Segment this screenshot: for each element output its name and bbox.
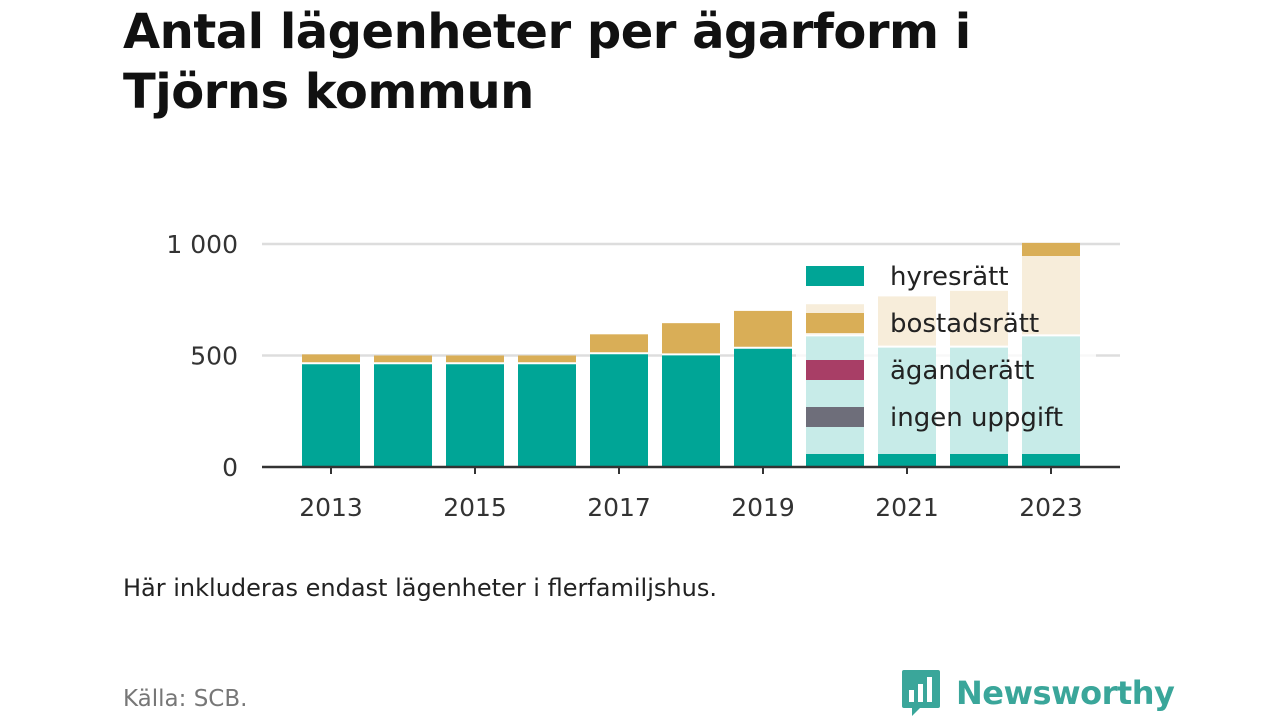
bar-chart-speech-bubble-icon xyxy=(902,670,940,716)
bar-segment xyxy=(302,363,360,467)
y-tick-label: 1 000 xyxy=(166,230,238,259)
bar-segment xyxy=(518,363,576,467)
bar-segment xyxy=(662,323,720,355)
bar-segment xyxy=(734,347,792,467)
bar-segment xyxy=(374,363,432,467)
source-label: Källa: SCB. xyxy=(123,686,248,712)
y-tick-label: 500 xyxy=(190,342,238,371)
bar-segment xyxy=(518,355,576,364)
legend-label: hyresrätt xyxy=(890,262,1009,292)
y-tick-label: 0 xyxy=(222,453,238,482)
chart-note: Här inkluderas endast lägenheter i flerf… xyxy=(123,574,717,602)
brand-logo: Newsworthy xyxy=(900,668,1175,718)
bar-segment xyxy=(302,354,360,364)
bar-segment xyxy=(590,334,648,354)
legend-swatch xyxy=(806,313,864,333)
bar-segment xyxy=(374,355,432,364)
x-tick-label: 2015 xyxy=(443,493,507,522)
bar-segment xyxy=(662,354,720,467)
legend-label: bostadsrätt xyxy=(890,309,1039,339)
legend-label: ingen uppgift xyxy=(890,403,1063,433)
x-tick-label: 2013 xyxy=(299,493,363,522)
bar-segment xyxy=(734,310,792,348)
chart-title: Antal lägenheter per ägarform i Tjörns k… xyxy=(123,2,1123,122)
x-tick-label: 2023 xyxy=(1019,493,1083,522)
brand-name: Newsworthy xyxy=(956,674,1175,712)
stacked-bar-chart: 0 500 1 000 2013 2015 2017 2019 2021 2023 hyresrä… xyxy=(166,230,1120,522)
chart-title-line-2: Tjörns kommun xyxy=(123,64,534,120)
bar-segment xyxy=(590,353,648,467)
bar-segment xyxy=(446,355,504,364)
x-tick-label: 2021 xyxy=(875,493,939,522)
x-tick-label: 2017 xyxy=(587,493,651,522)
chart-title-line-1: Antal lägenheter per ägarform i xyxy=(123,4,971,60)
legend-label: äganderätt xyxy=(890,356,1034,386)
x-tick-label: 2019 xyxy=(731,493,795,522)
bar-segment xyxy=(446,363,504,467)
legend-swatch xyxy=(806,407,864,427)
legend-swatch xyxy=(806,266,864,286)
legend-swatch xyxy=(806,360,864,380)
